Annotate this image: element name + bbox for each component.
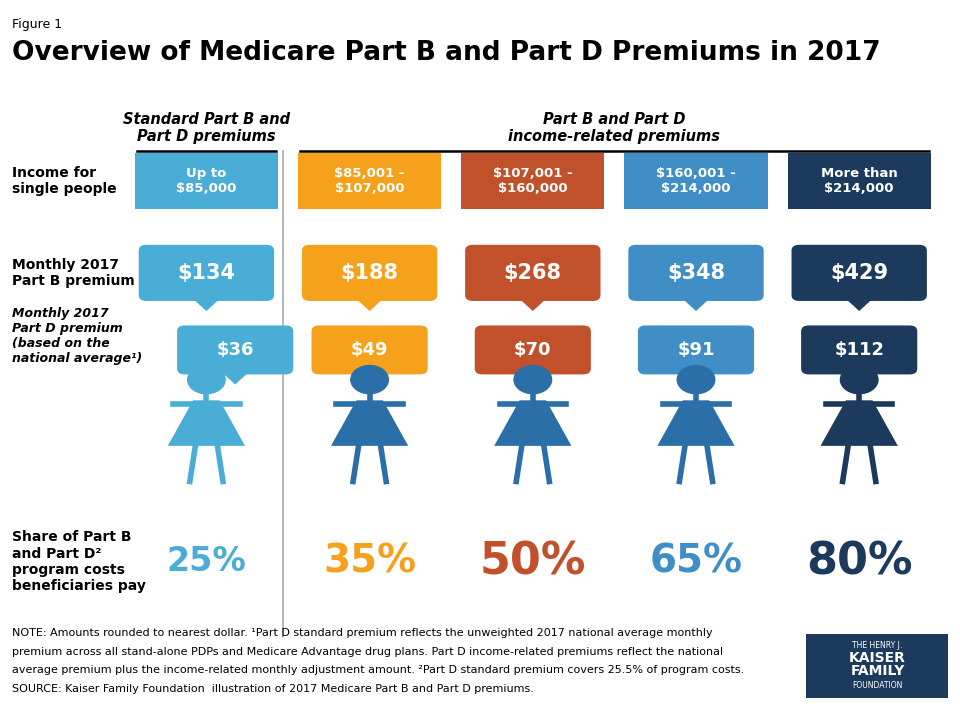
- FancyBboxPatch shape: [801, 325, 917, 374]
- Polygon shape: [842, 369, 876, 384]
- Text: KAISER: KAISER: [849, 651, 906, 665]
- Text: $107,001 -
$160,000: $107,001 - $160,000: [493, 167, 572, 194]
- Circle shape: [677, 366, 715, 394]
- FancyBboxPatch shape: [791, 245, 927, 301]
- Text: FAMILY: FAMILY: [851, 664, 904, 678]
- FancyBboxPatch shape: [311, 325, 428, 374]
- Polygon shape: [679, 295, 713, 311]
- Polygon shape: [821, 400, 898, 446]
- Text: Monthly 2017
Part B premium: Monthly 2017 Part B premium: [12, 258, 134, 288]
- Text: 80%: 80%: [806, 540, 912, 583]
- FancyBboxPatch shape: [466, 245, 601, 301]
- Polygon shape: [352, 295, 387, 311]
- Text: average premium plus the income-related monthly adjustment amount. ²Part D stand: average premium plus the income-related …: [12, 665, 744, 675]
- FancyBboxPatch shape: [134, 153, 278, 209]
- Text: $91: $91: [677, 341, 715, 359]
- Text: 50%: 50%: [480, 540, 586, 583]
- Text: SOURCE: Kaiser Family Foundation  illustration of 2017 Medicare Part B and Part : SOURCE: Kaiser Family Foundation illustr…: [12, 684, 534, 694]
- FancyBboxPatch shape: [301, 245, 438, 301]
- Text: Standard Part B and
Part D premiums: Standard Part B and Part D premiums: [123, 112, 290, 144]
- Circle shape: [840, 366, 878, 394]
- FancyBboxPatch shape: [637, 325, 754, 374]
- Polygon shape: [494, 400, 571, 446]
- Text: Part B and Part D
income-related premiums: Part B and Part D income-related premium…: [509, 112, 720, 144]
- Text: THE HENRY J.: THE HENRY J.: [852, 641, 902, 649]
- Polygon shape: [331, 400, 408, 446]
- Text: $49: $49: [350, 341, 389, 359]
- Polygon shape: [658, 400, 734, 446]
- Text: $348: $348: [667, 263, 725, 283]
- Text: More than
$214,000: More than $214,000: [821, 167, 898, 194]
- Text: $85,001 -
$107,000: $85,001 - $107,000: [334, 167, 405, 194]
- Polygon shape: [679, 369, 713, 384]
- Text: $36: $36: [216, 341, 254, 359]
- Text: Monthly 2017
Part D premium
(based on the
national average¹): Monthly 2017 Part D premium (based on th…: [12, 307, 142, 364]
- Polygon shape: [218, 369, 252, 384]
- Text: Up to
$85,000: Up to $85,000: [177, 167, 236, 194]
- Polygon shape: [842, 295, 876, 311]
- Text: Income for
single people: Income for single people: [12, 166, 116, 196]
- Circle shape: [350, 366, 389, 394]
- FancyBboxPatch shape: [806, 634, 948, 698]
- Circle shape: [514, 366, 552, 394]
- Text: premium across all stand-alone PDPs and Medicare Advantage drug plans. Part D in: premium across all stand-alone PDPs and …: [12, 647, 723, 657]
- Text: Share of Part B
and Part D²
program costs
beneficiaries pay: Share of Part B and Part D² program cost…: [12, 531, 145, 593]
- Polygon shape: [168, 400, 245, 446]
- Text: 25%: 25%: [166, 545, 247, 578]
- Circle shape: [187, 366, 226, 394]
- FancyBboxPatch shape: [298, 153, 442, 209]
- Text: $134: $134: [178, 263, 235, 283]
- Text: Overview of Medicare Part B and Part D Premiums in 2017: Overview of Medicare Part B and Part D P…: [12, 40, 880, 66]
- Text: $268: $268: [504, 263, 562, 283]
- Text: $160,001 -
$214,000: $160,001 - $214,000: [656, 167, 736, 194]
- FancyBboxPatch shape: [787, 153, 931, 209]
- Text: 65%: 65%: [650, 543, 742, 580]
- Text: FOUNDATION: FOUNDATION: [852, 681, 902, 690]
- FancyBboxPatch shape: [462, 153, 605, 209]
- Polygon shape: [189, 295, 224, 311]
- FancyBboxPatch shape: [474, 325, 590, 374]
- FancyBboxPatch shape: [138, 245, 275, 301]
- Text: $188: $188: [341, 263, 398, 283]
- Polygon shape: [516, 369, 550, 384]
- FancyBboxPatch shape: [177, 325, 294, 374]
- Text: NOTE: Amounts rounded to nearest dollar. ¹Part D standard premium reflects the u: NOTE: Amounts rounded to nearest dollar.…: [12, 628, 712, 638]
- Polygon shape: [352, 369, 387, 384]
- Text: $70: $70: [514, 341, 552, 359]
- FancyBboxPatch shape: [628, 245, 764, 301]
- FancyBboxPatch shape: [624, 153, 768, 209]
- Text: 35%: 35%: [323, 543, 417, 580]
- Text: Figure 1: Figure 1: [12, 18, 61, 31]
- Polygon shape: [516, 295, 550, 311]
- Text: $429: $429: [830, 263, 888, 283]
- Text: $112: $112: [834, 341, 884, 359]
